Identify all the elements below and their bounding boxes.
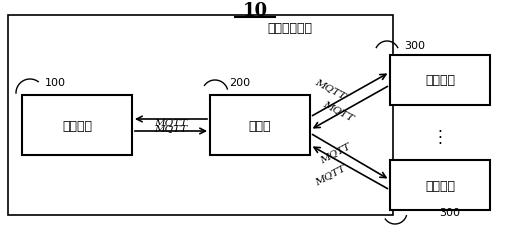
Text: MQTT: MQTT: [318, 141, 351, 164]
Text: .: .: [437, 132, 442, 146]
Text: .: .: [437, 120, 442, 134]
Text: MQTT: MQTT: [313, 77, 346, 100]
Text: MQTT: MQTT: [313, 162, 346, 186]
Text: 200: 200: [229, 78, 250, 88]
Text: MQTT: MQTT: [154, 118, 187, 127]
Bar: [22, 96, 132, 156]
Bar: [8, 16, 392, 215]
Text: 机械设备: 机械设备: [424, 74, 454, 87]
Text: 300: 300: [404, 41, 425, 51]
Text: .: .: [437, 126, 442, 140]
Text: 10: 10: [242, 2, 267, 20]
Text: 调度设备: 调度设备: [62, 119, 92, 132]
Text: 服务器: 服务器: [248, 119, 271, 132]
Bar: [389, 160, 489, 210]
Text: MQTT: MQTT: [321, 99, 354, 122]
Text: 100: 100: [44, 78, 65, 88]
Text: 多机调度系统: 多机调度系统: [267, 22, 312, 35]
Bar: [389, 56, 489, 106]
Text: 机械设备: 机械设备: [424, 179, 454, 192]
Text: MQTT: MQTT: [154, 124, 187, 133]
Bar: [210, 96, 309, 156]
Text: 300: 300: [439, 207, 460, 217]
